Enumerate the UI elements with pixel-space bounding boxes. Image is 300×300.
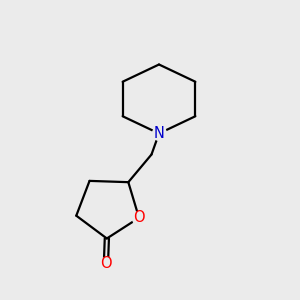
Text: O: O: [133, 210, 145, 225]
Text: O: O: [100, 256, 112, 272]
Text: N: N: [154, 126, 164, 141]
